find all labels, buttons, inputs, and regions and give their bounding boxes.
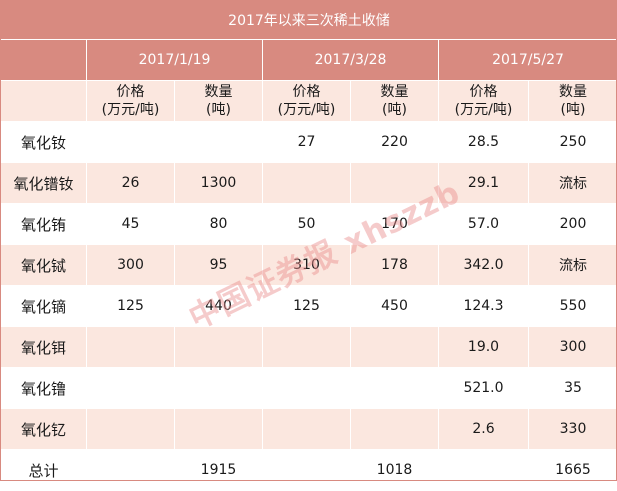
cell-c3q: 1665 <box>529 450 617 491</box>
header-corner <box>1 40 87 81</box>
cell-c3p: 342.0 <box>439 245 529 286</box>
date-header-2: 2017/3/28 <box>263 40 439 81</box>
cell-c2q <box>351 163 439 204</box>
qty-subheader-3: 数量 (吨) <box>529 81 617 122</box>
cell-c1p <box>87 327 175 368</box>
cell-c1q: 1915 <box>175 450 263 491</box>
cell-c3p <box>439 450 529 491</box>
cell-c3p: 2.6 <box>439 409 529 450</box>
price-label: 价格 <box>293 84 321 100</box>
cell-c3q: 330 <box>529 409 617 450</box>
price-subheader-2: 价格 (万元/吨) <box>263 81 351 122</box>
cell-c1p <box>87 122 175 163</box>
cell-c1p: 26 <box>87 163 175 204</box>
cell-c2p: 27 <box>263 122 351 163</box>
cell-c1q: 1300 <box>175 163 263 204</box>
cell-c3q: 250 <box>529 122 617 163</box>
row-label: 氧化镝 <box>1 286 87 327</box>
qty-unit: (吨) <box>561 102 586 118</box>
cell-c1q: 95 <box>175 245 263 286</box>
price-subheader-1: 价格 (万元/吨) <box>87 81 175 122</box>
cell-c1p <box>87 368 175 409</box>
cell-c2p <box>263 368 351 409</box>
cell-c3p: 124.3 <box>439 286 529 327</box>
cell-c3q: 200 <box>529 204 617 245</box>
cell-c1p: 125 <box>87 286 175 327</box>
cell-c2q: 178 <box>351 245 439 286</box>
cell-c3p: 521.0 <box>439 368 529 409</box>
row-label: 氧化镥 <box>1 368 87 409</box>
price-subheader-3: 价格 (万元/吨) <box>439 81 529 122</box>
cell-c3p: 57.0 <box>439 204 529 245</box>
price-unit: (万元/吨) <box>102 102 160 118</box>
cell-c2p <box>263 409 351 450</box>
qty-subheader-1: 数量 (吨) <box>175 81 263 122</box>
cell-c3q: 35 <box>529 368 617 409</box>
cell-c3q: 流标 <box>529 245 617 286</box>
price-unit: (万元/吨) <box>455 102 513 118</box>
cell-c1q: 80 <box>175 204 263 245</box>
cell-c1p <box>87 409 175 450</box>
row-label: 氧化铒 <box>1 327 87 368</box>
cell-c2p: 310 <box>263 245 351 286</box>
row-label: 氧化钇 <box>1 409 87 450</box>
cell-c1q <box>175 368 263 409</box>
row-label: 氧化镨钕 <box>1 163 87 204</box>
cell-c3p: 19.0 <box>439 327 529 368</box>
row-label: 总计 <box>1 450 87 491</box>
cell-c3p: 28.5 <box>439 122 529 163</box>
cell-c1p: 300 <box>87 245 175 286</box>
cell-c2p: 125 <box>263 286 351 327</box>
cell-c2q <box>351 327 439 368</box>
table-row: 总计 1915 1018 1665 <box>1 450 617 491</box>
cell-c1p <box>87 450 175 491</box>
cell-c1q <box>175 122 263 163</box>
subheader-corner <box>1 81 87 122</box>
qty-unit: (吨) <box>382 102 407 118</box>
qty-unit: (吨) <box>206 102 231 118</box>
cell-c2q: 1018 <box>351 450 439 491</box>
cell-c2p: 50 <box>263 204 351 245</box>
cell-c2p <box>263 163 351 204</box>
cell-c3q: 流标 <box>529 163 617 204</box>
date-header-3: 2017/5/27 <box>439 40 617 81</box>
cell-c1q <box>175 409 263 450</box>
cell-c1q <box>175 327 263 368</box>
cell-c2q <box>351 368 439 409</box>
date-header-1: 2017/1/19 <box>87 40 263 81</box>
row-label: 氧化钕 <box>1 122 87 163</box>
row-label: 氧化铕 <box>1 204 87 245</box>
cell-c2q: 170 <box>351 204 439 245</box>
price-unit: (万元/吨) <box>278 102 336 118</box>
cell-c3p: 29.1 <box>439 163 529 204</box>
table-title: 2017年以来三次稀土收储 <box>1 1 617 40</box>
qty-label: 数量 <box>559 84 587 100</box>
cell-c2p <box>263 450 351 491</box>
qty-label: 数量 <box>205 84 233 100</box>
price-label: 价格 <box>470 84 498 100</box>
qty-label: 数量 <box>381 84 409 100</box>
cell-c2q <box>351 409 439 450</box>
row-label: 氧化铽 <box>1 245 87 286</box>
cell-c2p <box>263 327 351 368</box>
cell-c3q: 550 <box>529 286 617 327</box>
qty-subheader-2: 数量 (吨) <box>351 81 439 122</box>
cell-c1q: 440 <box>175 286 263 327</box>
cell-c1p: 45 <box>87 204 175 245</box>
cell-c2q: 220 <box>351 122 439 163</box>
price-label: 价格 <box>117 84 145 100</box>
cell-c3q: 300 <box>529 327 617 368</box>
cell-c2q: 450 <box>351 286 439 327</box>
